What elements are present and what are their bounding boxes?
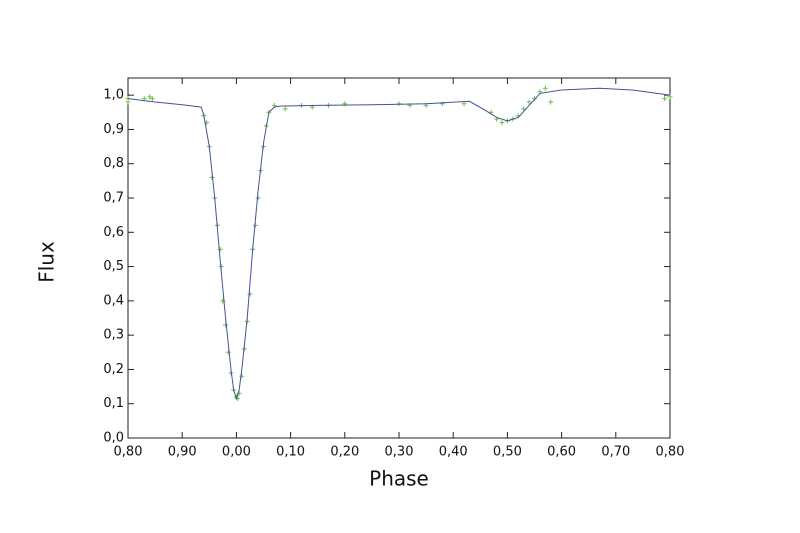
- data-point: [147, 94, 153, 100]
- data-point: [439, 101, 445, 107]
- x-tick-label: 0,20: [330, 445, 359, 460]
- data-point: [548, 99, 554, 105]
- x-tick-label: 0,30: [385, 445, 414, 460]
- y-tick-label: 0,3: [103, 328, 124, 343]
- data-point: [532, 96, 537, 102]
- x-tick-label: 0,10: [276, 445, 305, 460]
- data-point: [234, 396, 240, 402]
- data-point: [220, 298, 226, 304]
- y-tick-label: 0,8: [103, 156, 124, 171]
- y-tick-label: 0,2: [103, 362, 124, 377]
- data-point: [239, 373, 245, 379]
- y-axis-label: Flux: [35, 241, 59, 283]
- y-tick-label: 0,0: [103, 431, 124, 446]
- y-tick-label: 0,1: [103, 396, 124, 411]
- x-tick-label: 0,40: [439, 445, 468, 460]
- x-tick-label: 0,80: [114, 445, 143, 460]
- data-point: [542, 85, 548, 91]
- data-point: [125, 99, 131, 105]
- x-tick-label: 0,50: [493, 445, 522, 460]
- data-point: [662, 96, 668, 102]
- y-tick-label: 1,0: [103, 88, 124, 103]
- data-point: [217, 246, 223, 252]
- data-point: [499, 120, 505, 126]
- x-tick-label: 0,80: [656, 445, 685, 460]
- data-point: [282, 106, 288, 112]
- y-tick-label: 0,9: [103, 122, 124, 137]
- data-point: [247, 291, 253, 297]
- y-tick-label: 0,6: [103, 225, 124, 240]
- y-tick-label: 0,7: [103, 191, 124, 206]
- data-point: [236, 390, 242, 396]
- x-axis-label: Phase: [369, 467, 429, 491]
- x-tick-label: 0,00: [222, 445, 251, 460]
- model-line: [127, 87, 671, 401]
- y-tick-label: 0,5: [103, 259, 124, 274]
- data-point: [225, 349, 231, 355]
- data-point: [223, 322, 229, 328]
- data-point: [526, 99, 532, 105]
- data-point: [149, 96, 155, 102]
- plot-frame: [127, 77, 671, 439]
- x-tick-label: 0,90: [168, 445, 197, 460]
- data-point: [667, 94, 673, 100]
- y-tick-label: 0,4: [103, 293, 124, 308]
- x-tick-label: 0,70: [601, 445, 630, 460]
- x-tick-label: 0,60: [547, 445, 576, 460]
